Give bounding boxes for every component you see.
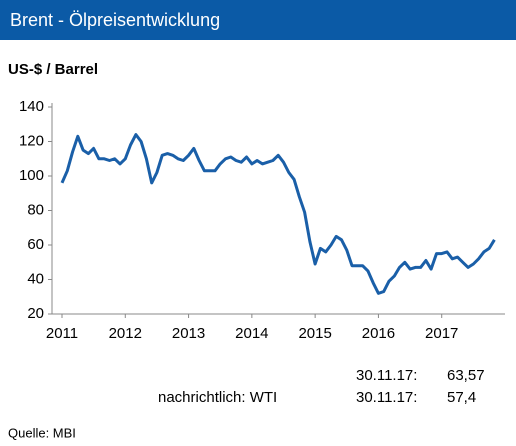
source: Quelle: MBI <box>8 425 76 440</box>
series-line <box>60 133 496 295</box>
y-tick-label: 20 <box>27 305 44 322</box>
note-date: 30.11.17: <box>356 389 417 406</box>
y-axis-label: US-$ / Barrel <box>8 61 98 78</box>
x-tick-label: 2011 <box>46 325 78 342</box>
note-label: nachrichtlich: WTI <box>158 389 277 406</box>
y-tick-label: 40 <box>27 270 44 287</box>
chart-title: Brent - Ölpreisentwicklung <box>10 10 220 30</box>
x-tick-label: 2012 <box>109 325 142 342</box>
x-tick-label: 2016 <box>362 325 395 342</box>
note-value: 57,4 <box>447 389 476 406</box>
y-tick-label: 140 <box>19 98 44 115</box>
y-tick-label: 60 <box>27 236 44 253</box>
note-date: 30.11.17: <box>356 367 417 384</box>
y-tick-label: 120 <box>19 132 44 149</box>
y-tick-label: 80 <box>27 201 44 218</box>
x-tick-label: 2014 <box>235 325 268 342</box>
x-tick-label: 2015 <box>298 325 331 342</box>
note-value: 63,57 <box>447 367 485 384</box>
x-tick-label: 2013 <box>172 325 205 342</box>
y-tick-label: 100 <box>19 167 44 184</box>
title-bar <box>0 0 516 40</box>
x-tick-label: 2017 <box>425 325 458 342</box>
